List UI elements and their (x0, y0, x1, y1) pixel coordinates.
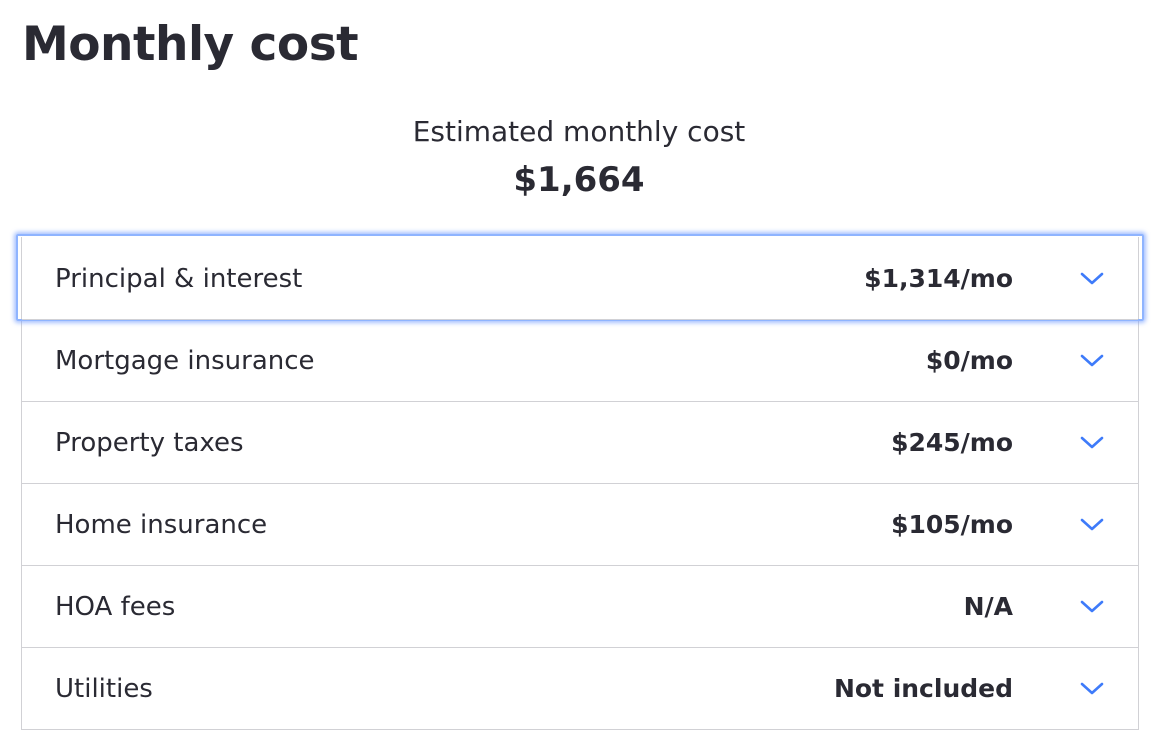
chevron-down-icon[interactable] (1080, 272, 1104, 286)
cost-row-utilities[interactable]: Utilities Not included (22, 647, 1138, 729)
chevron-down-icon[interactable] (1080, 354, 1104, 368)
cost-row-label: Property taxes (55, 427, 244, 458)
cost-row-principal-interest[interactable]: Principal & interest $1,314/mo (16, 234, 1144, 321)
cost-row-mortgage-insurance[interactable]: Mortgage insurance $0/mo (22, 319, 1138, 401)
cost-row-value: $105/mo (891, 510, 1013, 539)
chevron-down-icon[interactable] (1080, 600, 1104, 614)
cost-row-value: $0/mo (925, 346, 1013, 375)
cost-row-home-insurance[interactable]: Home insurance $105/mo (22, 483, 1138, 565)
chevron-down-icon[interactable] (1080, 682, 1104, 696)
cost-row-value: Not included (833, 674, 1013, 703)
cost-row-label: Home insurance (55, 509, 268, 540)
estimated-monthly-cost-label: Estimated monthly cost (412, 115, 746, 148)
chevron-down-icon[interactable] (1080, 436, 1104, 450)
monthly-cost-summary: Estimated monthly cost $1,664 (0, 112, 1158, 202)
cost-breakdown-list: Principal & interest $1,314/mo Mortgage … (16, 234, 1144, 730)
cost-row-label: Utilities (55, 673, 153, 704)
cost-row-label: HOA fees (55, 591, 176, 622)
cost-row-value: $1,314/mo (864, 264, 1013, 293)
cost-row-label: Mortgage insurance (55, 345, 315, 376)
chevron-down-icon[interactable] (1080, 518, 1104, 532)
cost-row-value: N/A (963, 592, 1013, 621)
page-title: Monthly cost (22, 17, 359, 72)
estimated-monthly-cost-value: $1,664 (513, 160, 645, 200)
cost-row-property-taxes[interactable]: Property taxes $245/mo (22, 401, 1138, 483)
cost-row-value: $245/mo (891, 428, 1013, 457)
cost-row-hoa-fees[interactable]: HOA fees N/A (22, 565, 1138, 647)
cost-row-label: Principal & interest (55, 263, 303, 294)
